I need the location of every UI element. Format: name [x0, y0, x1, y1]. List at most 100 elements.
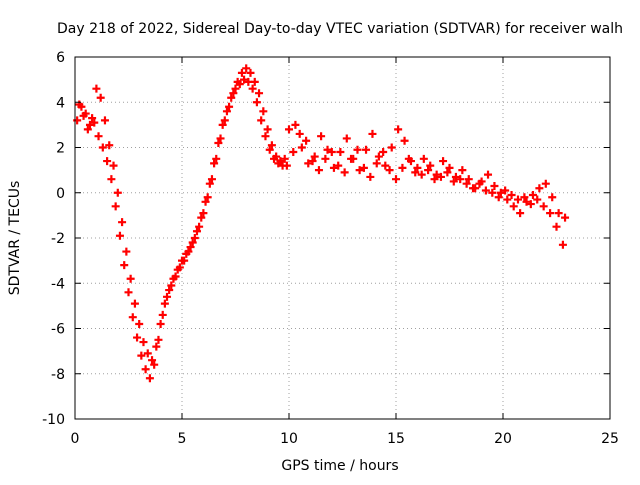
- data-point: [137, 351, 146, 360]
- data-point: [214, 138, 223, 147]
- data-point: [73, 116, 82, 125]
- data-point: [252, 98, 261, 107]
- data-point: [528, 191, 537, 200]
- data-point: [443, 168, 452, 177]
- data-point: [267, 141, 276, 150]
- data-point: [242, 64, 251, 73]
- data-point: [98, 143, 107, 152]
- data-point: [115, 231, 124, 240]
- data-point: [513, 195, 522, 204]
- data-point: [212, 154, 221, 163]
- y-tick-label: -6: [51, 322, 65, 338]
- data-point: [436, 172, 445, 181]
- data-point: [329, 163, 338, 172]
- data-point: [167, 281, 176, 290]
- data-point: [327, 148, 336, 157]
- data-point: [105, 141, 114, 150]
- data-point: [394, 125, 403, 134]
- data-point: [199, 209, 208, 218]
- data-point: [558, 240, 567, 249]
- data-point: [143, 349, 152, 358]
- data-point: [139, 338, 148, 347]
- data-point: [237, 68, 246, 77]
- data-point: [334, 161, 343, 170]
- y-tick-label: -4: [51, 276, 65, 292]
- data-point: [419, 154, 428, 163]
- data-point: [488, 188, 497, 197]
- data-point: [92, 84, 101, 93]
- y-tick-label: 6: [56, 50, 65, 66]
- data-point: [552, 222, 561, 231]
- data-point: [79, 111, 88, 120]
- data-point: [135, 319, 144, 328]
- data-point: [381, 161, 390, 170]
- data-point: [280, 154, 289, 163]
- data-point: [522, 197, 531, 206]
- data-point: [263, 125, 272, 134]
- data-point: [190, 234, 199, 242]
- data-point: [533, 195, 542, 204]
- data-point: [539, 202, 548, 211]
- data-point: [282, 161, 291, 170]
- data-point: [220, 116, 229, 125]
- data-point: [160, 299, 169, 308]
- data-point: [385, 166, 394, 175]
- data-point: [96, 93, 105, 102]
- data-point: [276, 157, 285, 166]
- data-point: [210, 159, 219, 168]
- data-point: [494, 193, 503, 202]
- grid-lines: [75, 57, 610, 419]
- data-point: [289, 148, 298, 157]
- data-point: [424, 166, 433, 175]
- y-tick-label: -10: [42, 412, 65, 428]
- data-point: [541, 179, 550, 188]
- data-point: [464, 175, 473, 184]
- x-tick-label: 20: [494, 431, 512, 447]
- data-point: [413, 163, 422, 172]
- data-point: [240, 75, 249, 84]
- data-point: [259, 107, 268, 116]
- data-point: [411, 168, 420, 177]
- data-point: [439, 157, 448, 166]
- data-point: [323, 145, 332, 154]
- data-point: [107, 175, 116, 184]
- data-point: [295, 129, 304, 138]
- y-tick-label: -8: [51, 367, 65, 383]
- data-point: [145, 374, 154, 383]
- data-point: [297, 143, 306, 152]
- data-point: [90, 118, 99, 127]
- data-point: [182, 249, 191, 258]
- data-point: [231, 84, 240, 93]
- data-point: [321, 154, 330, 163]
- data-point: [430, 175, 439, 184]
- y-tick-label: -2: [51, 231, 65, 247]
- data-point: [150, 360, 159, 369]
- data-point: [94, 132, 103, 141]
- data-point: [503, 195, 512, 204]
- data-point: [353, 145, 362, 154]
- data-point: [154, 335, 163, 344]
- data-point: [130, 299, 139, 308]
- data-point: [349, 154, 358, 163]
- data-point: [302, 136, 311, 145]
- data-point: [342, 134, 351, 143]
- data-point: [163, 292, 172, 301]
- data-point: [561, 213, 570, 222]
- data-point: [103, 157, 112, 166]
- data-point: [359, 163, 368, 172]
- data-point: [246, 68, 255, 77]
- y-tick-label: 4: [56, 95, 65, 111]
- data-point: [111, 202, 120, 211]
- data-point: [501, 186, 510, 195]
- data-point: [201, 197, 210, 206]
- data-point: [113, 188, 122, 197]
- x-tick-label: 25: [601, 431, 619, 447]
- data-point: [374, 152, 383, 161]
- data-point: [490, 181, 499, 190]
- x-tick-label: 15: [387, 431, 405, 447]
- data-point: [233, 77, 242, 86]
- data-point: [197, 213, 206, 222]
